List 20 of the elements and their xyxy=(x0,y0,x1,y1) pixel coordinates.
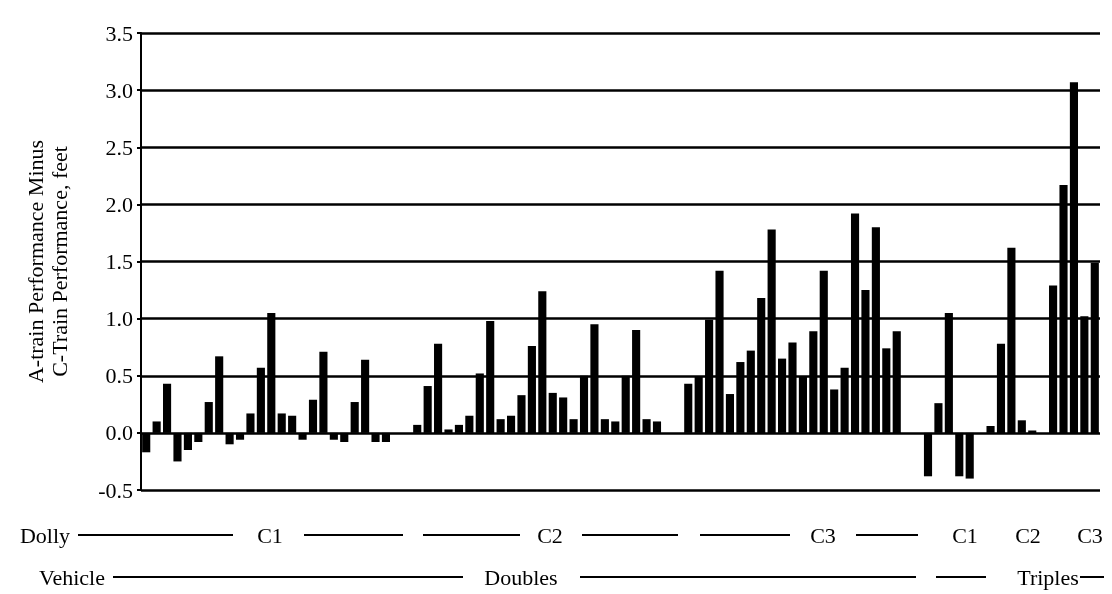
y-tick-label: 1.0 xyxy=(105,306,133,332)
text: C2 xyxy=(537,522,563,548)
text: Dolly xyxy=(19,522,70,548)
y-tick-label: 2.0 xyxy=(105,191,133,217)
y-tick-label: 0.5 xyxy=(105,363,133,389)
y-axis-title: A-train Performance Minus C-Train Performance, feet xyxy=(22,139,72,384)
y-tick-label: 3.0 xyxy=(105,77,133,103)
y-tick-label: 3.5 xyxy=(105,20,133,46)
y-tick-label: -0.5 xyxy=(98,477,133,503)
y-tick-label: 2.5 xyxy=(105,134,133,160)
text: Triples xyxy=(1017,564,1079,590)
y-tick-label: 0.0 xyxy=(105,420,133,446)
y-tick-label: 1.5 xyxy=(105,249,133,274)
text: Vehicle xyxy=(39,564,105,590)
text: C3 xyxy=(1077,522,1103,548)
text: C1 xyxy=(952,522,978,548)
text: Doubles xyxy=(484,564,558,590)
text: C2 xyxy=(1015,522,1041,548)
text: C3 xyxy=(810,522,836,548)
text: C1 xyxy=(257,522,283,548)
